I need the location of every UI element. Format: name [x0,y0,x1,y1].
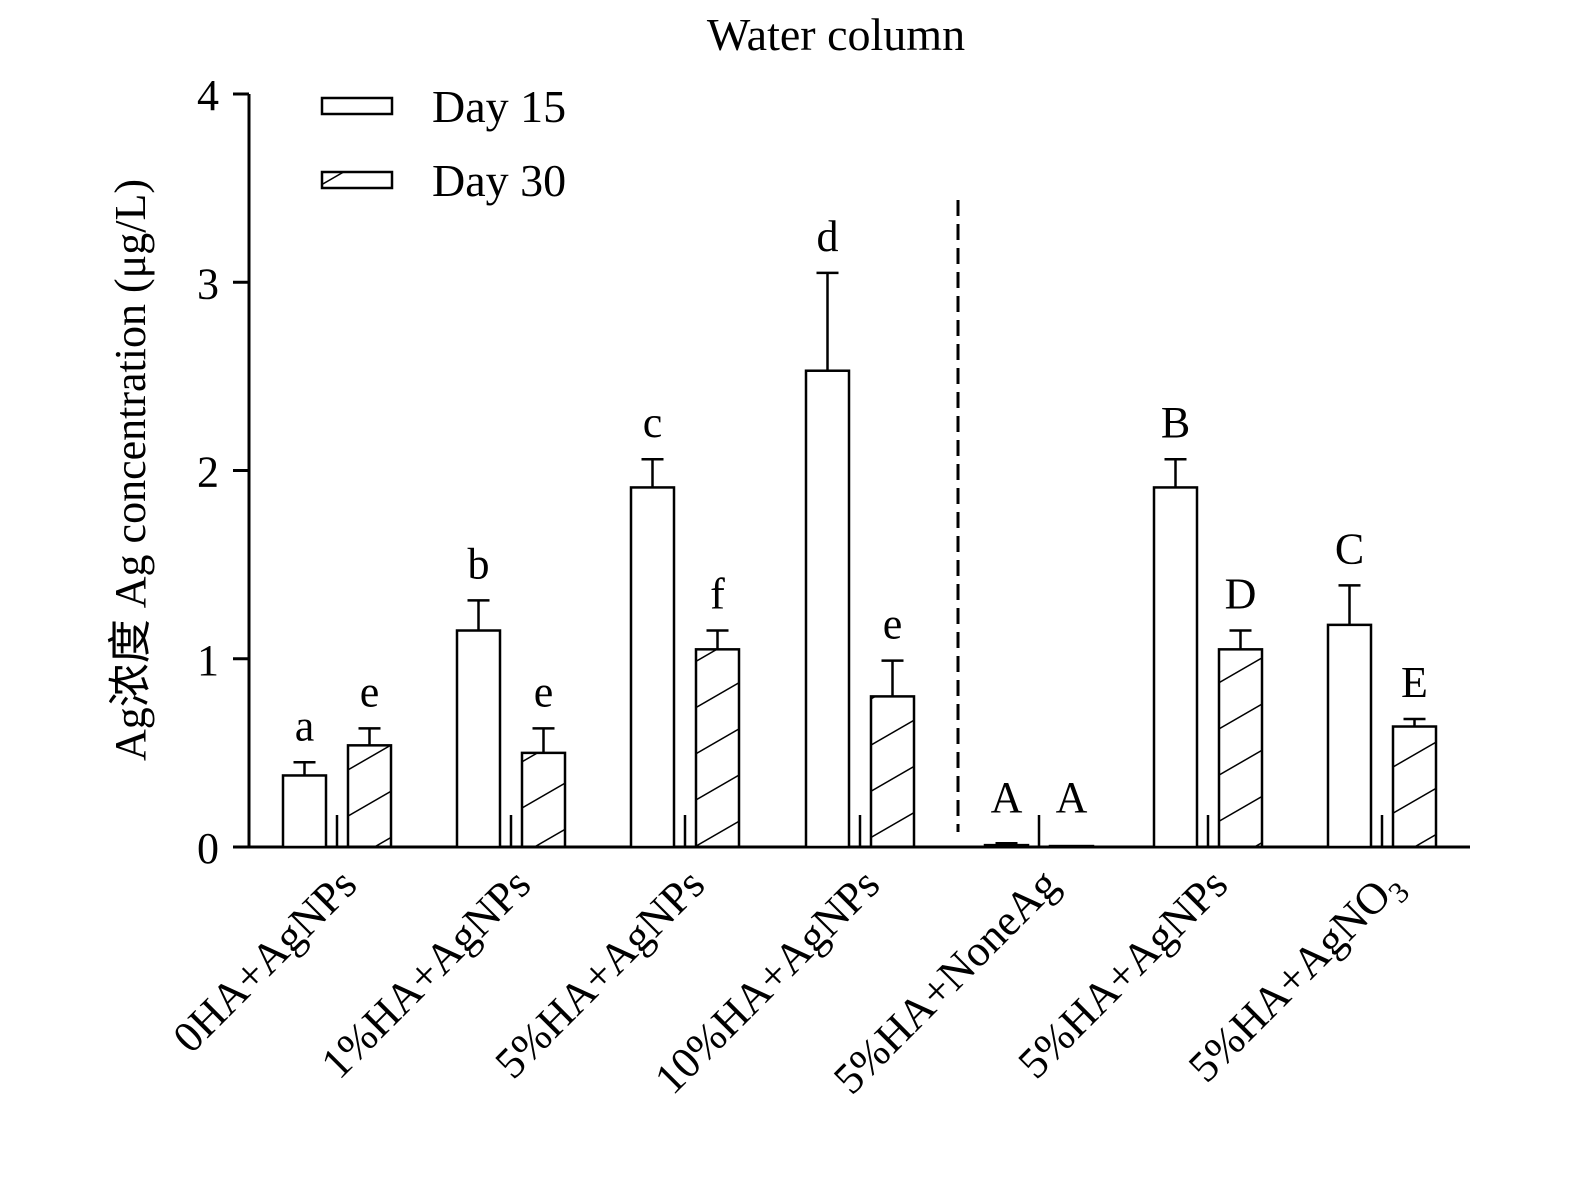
significance-letter: e [360,667,380,716]
legend-label: Day 15 [432,81,566,132]
legend-label: Day 30 [432,155,566,206]
bar-day30 [346,744,393,849]
bar-day15 [455,629,502,849]
bar-day30 [694,648,741,849]
bar-day15 [804,369,851,849]
bar-day30 [1217,648,1264,849]
significance-letter: f [710,570,725,619]
significance-letter: a [295,701,315,750]
y-tick-label: 0 [197,824,219,873]
y-axis-label: Ag浓度 Ag concentration (μg/L) [106,179,155,761]
bar-day30 [520,751,567,849]
significance-letter: e [883,600,903,649]
significance-letter: c [643,398,663,447]
significance-letter: E [1401,658,1428,707]
significance-letter: e [534,667,554,716]
significance-letter: d [817,212,839,261]
bar-day30 [1391,725,1438,849]
significance-letter: B [1161,398,1190,447]
bar-day15 [983,843,1030,849]
bar-day15 [629,486,676,849]
bar-day30 [869,695,916,849]
bar-day15 [1326,623,1373,849]
y-tick-label: 3 [197,259,219,308]
bar-day30 [1048,844,1095,849]
chart-title: Water column [707,9,965,60]
significance-letter: C [1335,524,1364,573]
legend-swatch [320,96,394,116]
y-tick-label: 1 [197,636,219,685]
bar-day15 [281,774,328,849]
subscript: 3 [1382,876,1416,910]
significance-letter: A [1056,773,1088,822]
y-tick-label: 2 [197,448,219,497]
legend-swatch [320,170,394,190]
bar-day15 [1152,486,1199,849]
y-tick-label: 4 [197,71,219,120]
significance-letter: b [468,539,490,588]
significance-letter: A [991,773,1023,822]
significance-letter: D [1225,570,1257,619]
